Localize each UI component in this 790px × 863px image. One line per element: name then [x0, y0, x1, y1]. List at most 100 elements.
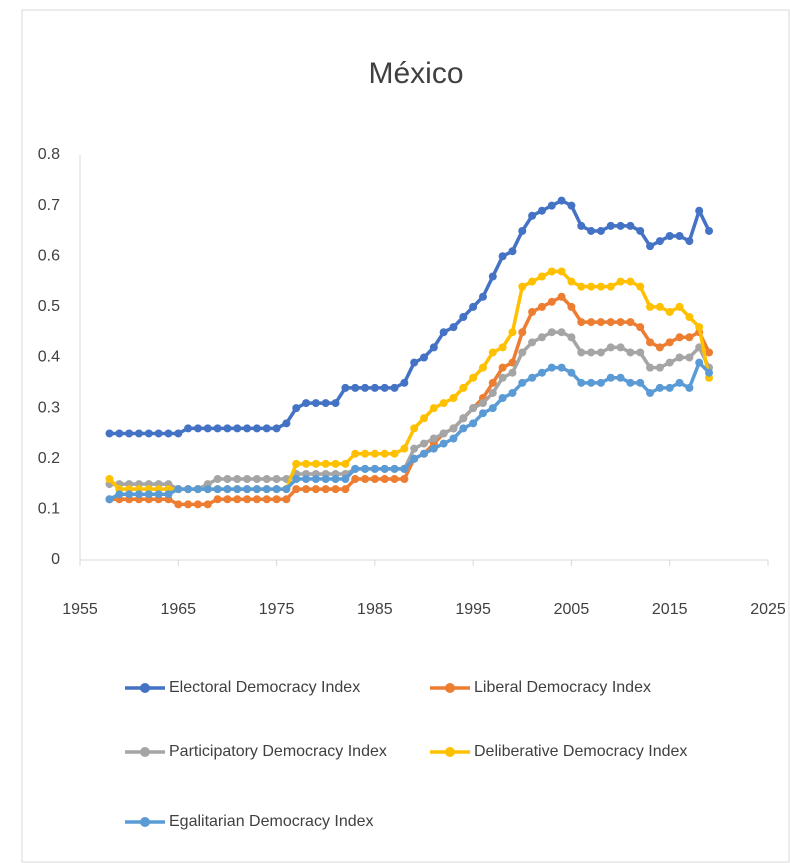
data-point: [243, 495, 252, 504]
data-point: [302, 459, 311, 468]
data-point: [233, 424, 242, 433]
data-point: [282, 495, 291, 504]
chart-title: México: [368, 57, 463, 90]
data-point: [439, 399, 448, 408]
data-point: [341, 383, 350, 392]
data-point: [606, 318, 615, 327]
data-point: [144, 429, 153, 438]
data-point: [420, 353, 428, 362]
data-point: [361, 464, 370, 473]
data-point: [292, 485, 301, 494]
data-point: [557, 196, 566, 205]
data-point: [105, 495, 114, 504]
data-point: [547, 328, 556, 337]
data-point: [665, 338, 674, 347]
data-point: [636, 226, 645, 235]
data-point: [311, 459, 320, 468]
data-point: [675, 333, 684, 342]
data-point: [518, 226, 527, 235]
data-point: [665, 358, 674, 367]
data-point: [596, 282, 605, 291]
data-point: [459, 424, 468, 433]
data-point: [498, 394, 507, 402]
data-point: [596, 378, 605, 387]
x-tick-label: 1995: [455, 601, 491, 618]
data-point: [203, 485, 212, 494]
data-point: [351, 464, 360, 473]
data-point: [646, 242, 655, 251]
data-point: [557, 267, 566, 276]
data-point: [262, 495, 271, 504]
data-point: [665, 232, 674, 240]
data-point: [174, 485, 183, 494]
data-point: [213, 424, 222, 433]
data-point: [685, 237, 694, 246]
data-point: [547, 363, 556, 372]
data-point: [380, 449, 389, 458]
data-point: [449, 323, 458, 332]
data-point: [429, 343, 438, 352]
data-point: [341, 459, 350, 468]
data-point: [292, 475, 301, 483]
data-point: [213, 495, 222, 504]
data-point: [429, 444, 438, 453]
data-point: [557, 363, 566, 372]
data-point: [705, 226, 714, 235]
data-point: [272, 424, 281, 433]
data-point: [537, 206, 546, 215]
data-point: [174, 500, 183, 509]
data-point: [488, 378, 497, 387]
data-point: [469, 404, 478, 413]
data-point: [508, 368, 517, 377]
x-tick-label: 2005: [554, 601, 590, 618]
data-point: [655, 363, 664, 372]
data-point: [243, 475, 252, 483]
legend-label: Electoral Democracy Index: [169, 679, 360, 696]
y-tick-label: 0.8: [38, 146, 60, 163]
data-point: [184, 485, 193, 494]
data-point: [528, 277, 537, 286]
data-point: [606, 282, 615, 291]
legend-label: Liberal Democracy Index: [474, 679, 651, 696]
data-point: [478, 363, 487, 372]
data-point: [626, 378, 635, 387]
data-point: [469, 373, 478, 382]
data-point: [665, 307, 674, 316]
data-point: [528, 307, 537, 316]
data-point: [233, 485, 242, 494]
legend-marker: [140, 817, 150, 827]
data-point: [626, 318, 635, 327]
data-point: [361, 449, 370, 458]
data-point: [508, 247, 517, 256]
data-point: [498, 252, 507, 261]
data-point: [636, 348, 645, 357]
legend-marker: [140, 683, 150, 693]
data-point: [577, 221, 586, 230]
data-point: [410, 444, 419, 453]
data-point: [518, 348, 527, 357]
data-point: [655, 343, 664, 352]
y-tick-label: 0.1: [38, 501, 60, 518]
data-point: [626, 277, 635, 286]
data-point: [449, 434, 458, 443]
data-point: [459, 313, 468, 321]
data-point: [469, 419, 478, 428]
data-point: [341, 475, 350, 483]
data-point: [321, 399, 330, 408]
data-point: [488, 348, 497, 357]
data-point: [675, 232, 684, 240]
y-tick-label: 0.2: [38, 450, 60, 467]
data-point: [410, 358, 419, 367]
data-point: [164, 429, 173, 438]
data-point: [223, 424, 232, 433]
data-point: [587, 318, 596, 327]
data-point: [233, 475, 242, 483]
data-point: [154, 429, 163, 438]
data-point: [184, 500, 193, 509]
data-point: [272, 475, 281, 483]
data-point: [134, 429, 143, 438]
data-point: [508, 388, 517, 397]
data-point: [567, 333, 576, 342]
data-point: [695, 323, 704, 332]
data-point: [616, 277, 625, 286]
